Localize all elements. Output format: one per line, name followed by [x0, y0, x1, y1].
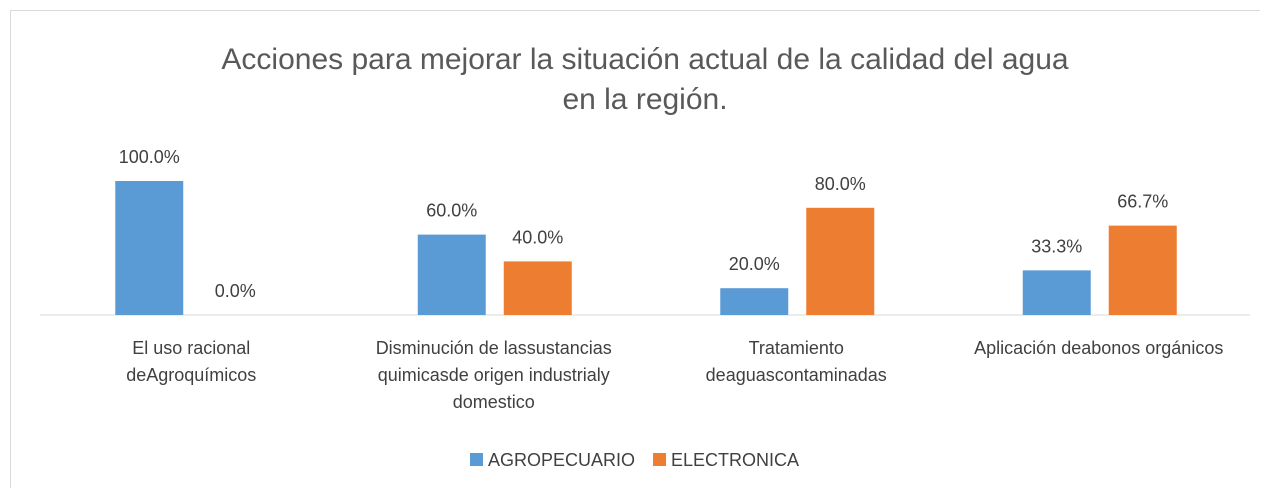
- data-label: 0.0%: [215, 281, 256, 301]
- data-label: 66.7%: [1117, 192, 1168, 212]
- bar: [503, 261, 572, 315]
- data-label: 100.0%: [119, 147, 180, 167]
- bar: [1022, 270, 1091, 315]
- legend-swatch: [470, 453, 483, 466]
- bar: [1108, 225, 1177, 315]
- data-label: 20.0%: [729, 254, 780, 274]
- bar: [417, 234, 486, 315]
- data-label: 60.0%: [426, 201, 477, 221]
- legend-label: ELECTRONICA: [671, 450, 799, 470]
- data-label: 33.3%: [1031, 236, 1082, 256]
- data-label: 40.0%: [512, 227, 563, 247]
- x-tick-label: Aplicación deabonos orgánicos: [974, 338, 1224, 358]
- legend-swatch: [653, 453, 667, 466]
- data-label: 80.0%: [815, 174, 866, 194]
- bar: [720, 288, 789, 315]
- x-tick-label: El uso racional deAgroquímicos: [126, 338, 257, 385]
- chart-frame: [10, 10, 1260, 488]
- bar: [806, 207, 875, 315]
- chart-title: Acciones para mejorar la situación actua…: [221, 43, 1069, 116]
- x-tick-label: Disminución de lassustancias quimicasde …: [375, 338, 612, 412]
- x-tick-label: Tratamiento deaguascontaminadas: [705, 338, 887, 385]
- bar: [115, 181, 184, 315]
- legend-label: AGROPECUARIO: [488, 450, 635, 470]
